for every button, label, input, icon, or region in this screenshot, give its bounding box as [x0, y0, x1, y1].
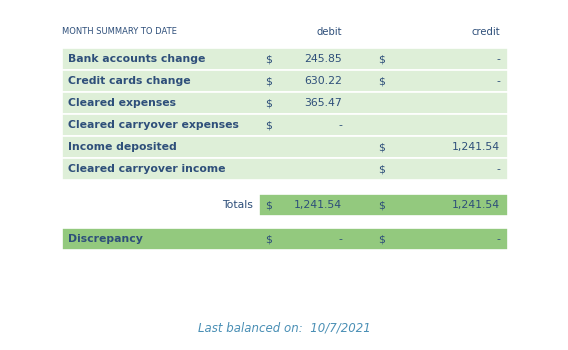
Bar	[62, 70, 508, 92]
Bar	[62, 158, 508, 180]
Text: Bank accounts change: Bank accounts change	[68, 54, 206, 64]
Text: 1,241.54: 1,241.54	[294, 200, 342, 210]
Text: Cleared carryover income: Cleared carryover income	[68, 164, 225, 174]
Bar	[62, 136, 508, 158]
Text: Income deposited: Income deposited	[68, 142, 177, 152]
Text: Cleared carryover expenses: Cleared carryover expenses	[68, 120, 239, 130]
Text: -: -	[338, 120, 342, 130]
Text: $: $	[378, 76, 385, 86]
Text: 1,241.54: 1,241.54	[452, 200, 500, 210]
Text: Cleared expenses: Cleared expenses	[68, 98, 176, 108]
Bar	[62, 48, 508, 70]
Text: $: $	[378, 54, 385, 64]
Text: -: -	[496, 76, 500, 86]
Text: $: $	[265, 120, 272, 130]
Text: 245.85: 245.85	[304, 54, 342, 64]
Text: $: $	[265, 200, 272, 210]
Text: $: $	[378, 164, 385, 174]
Text: 365.47: 365.47	[304, 98, 342, 108]
Text: Discrepancy: Discrepancy	[68, 234, 143, 244]
Text: $: $	[265, 54, 272, 64]
Text: $: $	[265, 98, 272, 108]
Text: -: -	[496, 164, 500, 174]
Text: $: $	[265, 76, 272, 86]
Text: -: -	[338, 234, 342, 244]
Text: debit: debit	[316, 27, 342, 37]
Text: 1,241.54: 1,241.54	[452, 142, 500, 152]
Text: credit: credit	[471, 27, 500, 37]
Text: $: $	[378, 142, 385, 152]
Text: $: $	[378, 200, 385, 210]
Bar	[62, 114, 508, 136]
Text: $: $	[265, 234, 272, 244]
Bar	[62, 92, 508, 114]
Bar	[62, 228, 508, 250]
Text: -: -	[496, 234, 500, 244]
Text: $: $	[378, 234, 385, 244]
Bar	[259, 194, 508, 216]
Text: 630.22: 630.22	[304, 76, 342, 86]
Text: -: -	[496, 54, 500, 64]
Text: Credit cards change: Credit cards change	[68, 76, 191, 86]
Text: MONTH SUMMARY TO DATE: MONTH SUMMARY TO DATE	[62, 28, 177, 36]
Text: Totals: Totals	[222, 200, 253, 210]
Text: Last balanced on:  10/7/2021: Last balanced on: 10/7/2021	[198, 322, 370, 335]
